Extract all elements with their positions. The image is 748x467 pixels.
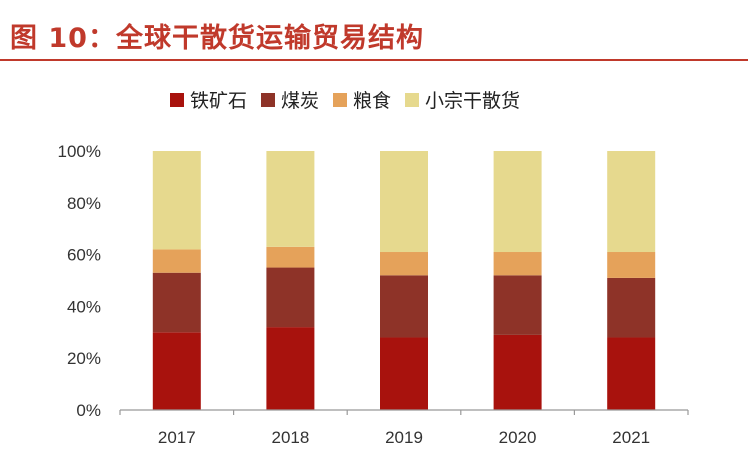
- bar-segment: [152, 332, 201, 410]
- y-tick-label: 0%: [76, 401, 101, 420]
- x-tick-label: 2019: [385, 428, 423, 447]
- legend-swatch-minor-bulk: [405, 92, 420, 107]
- legend-label-grain: 粮食: [353, 90, 392, 112]
- legend-swatch-coal: [261, 92, 276, 107]
- bar-segment: [493, 334, 542, 410]
- legend-swatch-iron-ore: [170, 92, 184, 107]
- bar-segment: [152, 249, 201, 273]
- legend-label-coal: 煤炭: [281, 90, 320, 112]
- bar-segment: [607, 337, 656, 410]
- bar-segment: [380, 151, 428, 253]
- title-divider: [0, 59, 748, 61]
- x-tick-label: 2021: [612, 428, 650, 447]
- legend-label-minor-bulk: 小宗干散货: [425, 90, 521, 112]
- y-tick-label: 60%: [67, 246, 101, 265]
- figure-title: 图 10：全球干散货运输贸易结构: [10, 23, 424, 54]
- legend-label-iron-ore: 铁矿石: [190, 90, 248, 112]
- legend-item-minor-bulk: 小宗干散货: [405, 86, 520, 113]
- bar-segment: [493, 252, 542, 276]
- legend-item-coal: 煤炭: [261, 86, 319, 113]
- chart-legend: 铁矿石 煤炭 粮食 小宗干散货: [170, 86, 534, 113]
- bar-segment: [266, 246, 315, 268]
- x-tick-label: 2020: [499, 428, 537, 447]
- legend-item-grain: 粮食: [333, 86, 391, 113]
- x-tick-label: 2017: [158, 428, 196, 447]
- bar-segment: [380, 252, 428, 276]
- bar-segment: [152, 151, 201, 250]
- bar-segment: [493, 275, 542, 335]
- bar-segment: [152, 272, 201, 333]
- bar-segment: [380, 275, 428, 338]
- bar-segment: [266, 151, 315, 247]
- bar-segment: [607, 277, 656, 338]
- y-tick-label: 20%: [67, 349, 101, 368]
- bar-segment: [266, 267, 315, 328]
- y-tick-label: 80%: [67, 194, 101, 213]
- bar-segment: [607, 151, 656, 253]
- y-tick-label: 40%: [67, 297, 101, 316]
- legend-item-iron-ore: 铁矿石: [170, 86, 247, 113]
- legend-swatch-grain: [333, 92, 348, 107]
- y-tick-label: 100%: [58, 142, 101, 161]
- bar-segment: [380, 337, 428, 410]
- bar-segment: [607, 252, 656, 278]
- x-tick-label: 2018: [271, 428, 309, 447]
- bar-segment: [493, 151, 542, 253]
- bar-segment: [266, 327, 315, 410]
